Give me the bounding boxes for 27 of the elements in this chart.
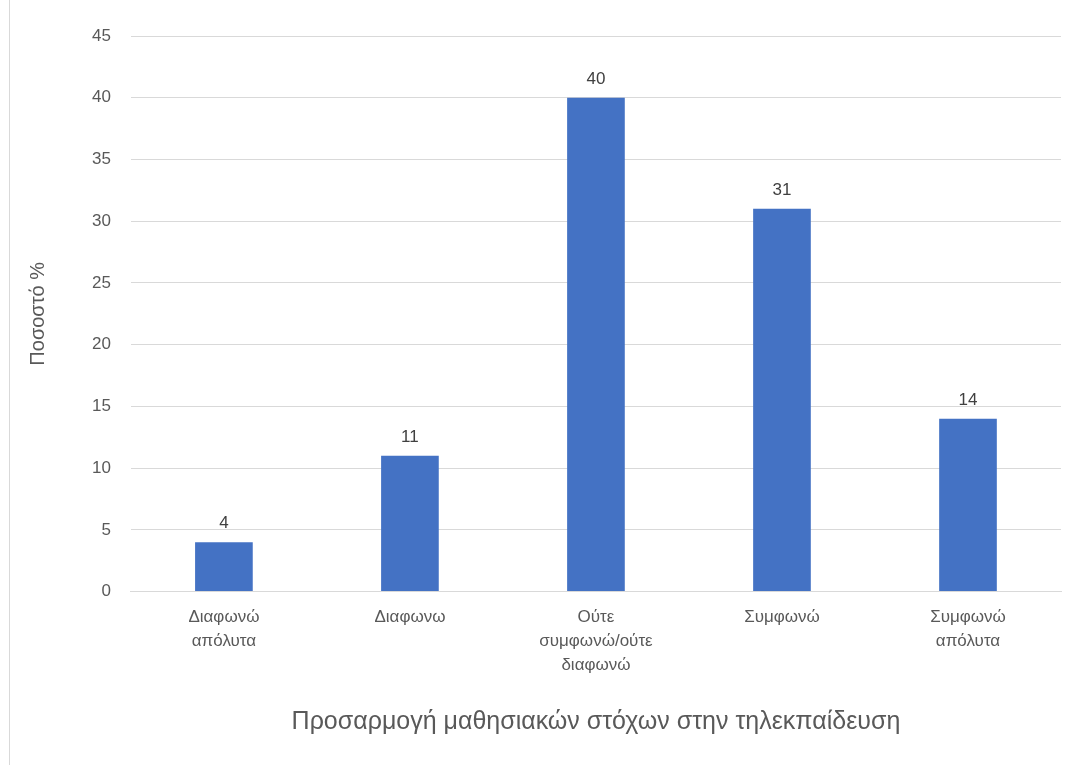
y-tick-label: 5: [101, 519, 111, 539]
bar: [195, 542, 253, 592]
y-tick-label: 30: [91, 210, 111, 230]
x-tick-label: Ούτε συμφωνώ/ούτε διαφωνώ: [539, 607, 654, 674]
y-tick-label: 40: [91, 87, 111, 107]
x-axis-title: Προσαρμογή μαθησιακών στόχων στην τηλεκπαίδευση: [291, 705, 901, 734]
y-tick-label: 0: [101, 581, 111, 601]
data-label: 14: [958, 389, 978, 409]
x-tick-label: Διαφωνω: [374, 607, 446, 627]
y-tick-label: 25: [91, 272, 111, 292]
y-axis-title: Ποσοστό %: [25, 261, 48, 366]
data-label: 4: [219, 513, 229, 533]
bar: [381, 455, 439, 592]
bar: [567, 97, 625, 592]
x-tick-label: Συμφωνώ: [744, 607, 820, 627]
x-tick-label: Συμφωνώ απόλυτα: [930, 607, 1006, 650]
data-label: 11: [401, 426, 419, 446]
x-tick-label: Διαφωνώ απόλυτα: [188, 607, 260, 650]
data-label: 31: [772, 180, 792, 200]
bar: [753, 208, 811, 592]
y-tick-label: 20: [91, 334, 111, 354]
bar: [939, 418, 997, 592]
y-tick-label: 45: [91, 25, 111, 45]
y-tick-label: 35: [91, 149, 111, 169]
y-tick-label: 15: [91, 396, 111, 416]
data-label: 40: [586, 68, 606, 88]
y-tick-label: 10: [91, 457, 111, 477]
